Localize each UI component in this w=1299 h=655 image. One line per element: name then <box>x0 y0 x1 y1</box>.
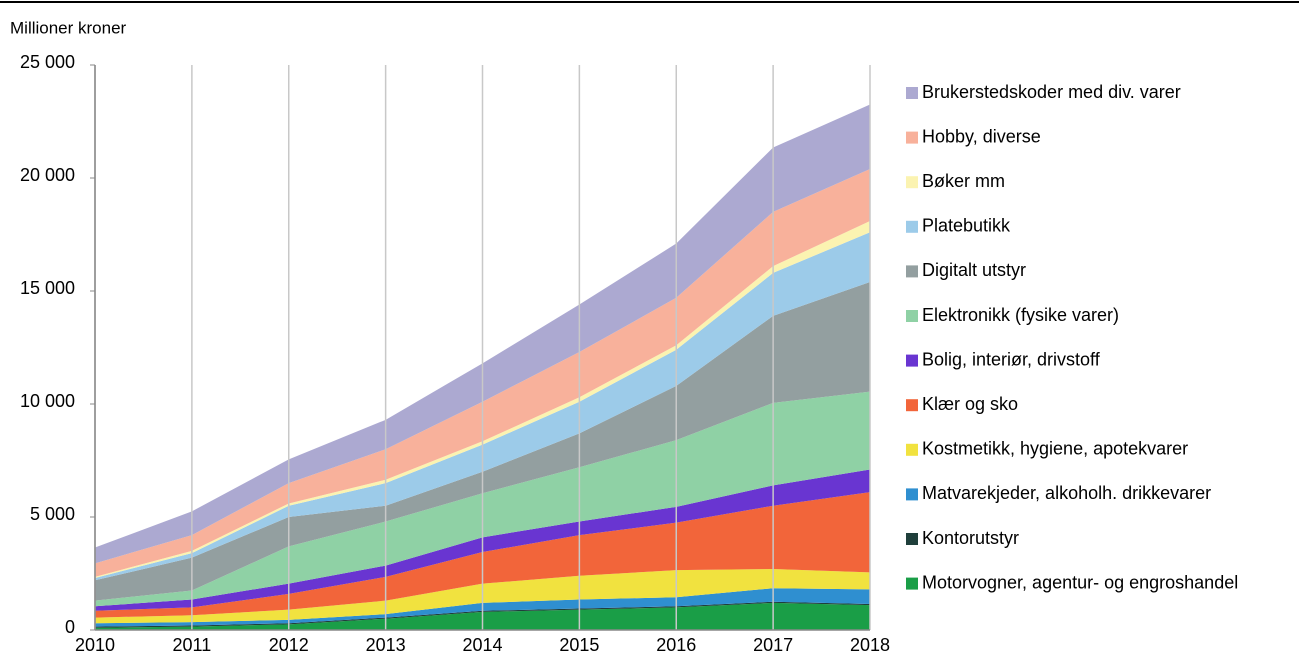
legend-label: Digitalt utstyr <box>922 260 1026 280</box>
legend-label: Elektronikk (fysike varer) <box>922 305 1119 325</box>
legend-swatch <box>906 176 918 189</box>
y-tick-label: 15 000 <box>20 278 75 298</box>
legend-label: Klær og sko <box>922 394 1018 414</box>
x-tick-label: 2016 <box>656 635 696 655</box>
legend-swatch <box>906 354 918 367</box>
legend-swatch <box>906 87 918 99</box>
legend-label: Brukerstedskoder med div. varer <box>922 82 1181 102</box>
legend-swatch <box>906 310 918 322</box>
y-axis-label: Millioner kroner <box>10 18 127 37</box>
legend-label: Motorvogner, agentur- og engroshandel <box>922 572 1238 592</box>
legend-swatch <box>906 131 918 144</box>
area <box>95 104 870 564</box>
y-tick-label: 20 000 <box>20 165 75 185</box>
area <box>95 168 870 577</box>
y-tick-label: 5 000 <box>30 504 75 524</box>
legend-label: Bolig, interiør, drivstoff <box>922 349 1101 369</box>
x-tick-label: 2012 <box>269 635 309 655</box>
x-tick-label: 2014 <box>462 635 502 655</box>
legend-label: Hobby, diverse <box>922 126 1041 146</box>
legend-swatch <box>906 265 918 278</box>
legend-swatch <box>906 488 918 501</box>
legend-swatch <box>906 533 918 545</box>
y-tick-label: 10 000 <box>20 391 75 411</box>
legend-label: Platebutikk <box>922 216 1011 236</box>
legend-label: Bøker mm <box>922 171 1005 191</box>
x-tick-label: 2011 <box>173 635 212 655</box>
legend-swatch <box>906 399 918 412</box>
legend-label: Kontorutstyr <box>922 528 1019 548</box>
legend-label: Matvarekjeder, alkoholh. drikkevarer <box>922 483 1211 503</box>
legend-swatch <box>906 443 918 456</box>
legend-label: Kostmetikk, hygiene, apotekvarer <box>922 439 1188 459</box>
area <box>95 232 870 581</box>
x-tick-label: 2010 <box>75 635 115 655</box>
x-tick-label: 2013 <box>366 635 406 655</box>
legend-swatch <box>906 220 918 233</box>
y-tick-label: 25 000 <box>20 52 75 72</box>
y-tick-label: 0 <box>65 617 75 637</box>
x-tick-label: 2018 <box>850 635 890 655</box>
x-tick-label: 2015 <box>559 635 599 655</box>
x-tick-label: 2017 <box>753 635 793 655</box>
legend-swatch <box>906 577 918 590</box>
